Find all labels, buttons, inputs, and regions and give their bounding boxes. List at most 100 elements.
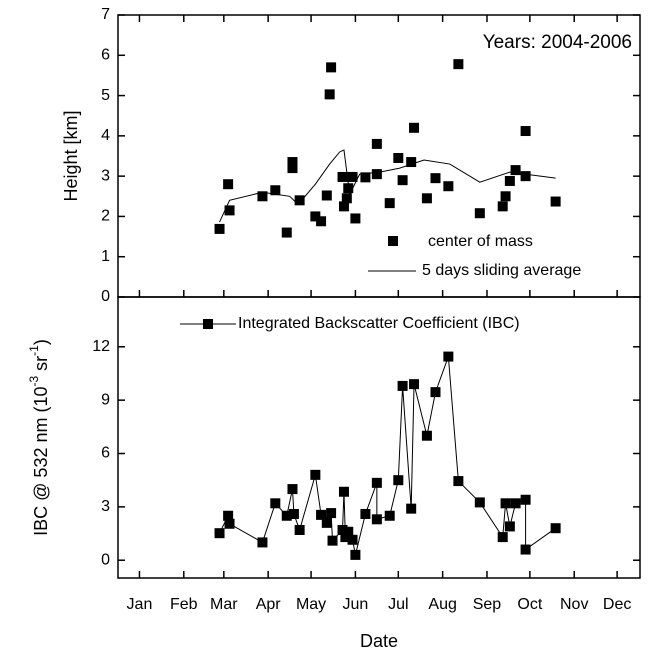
marker	[397, 380, 408, 391]
y-tick-label: 6	[101, 47, 110, 64]
marker	[281, 510, 292, 521]
marker	[223, 179, 234, 190]
marker	[327, 535, 338, 546]
annotation: Years: 2004-2006	[483, 32, 632, 53]
x-tick-label: Apr	[256, 596, 282, 613]
marker	[430, 387, 441, 398]
y-axis-label: Height [km]	[61, 110, 81, 201]
legend-marker	[388, 236, 398, 246]
marker	[443, 181, 454, 192]
marker	[406, 503, 417, 514]
marker	[338, 201, 349, 212]
marker	[343, 183, 354, 194]
marker	[294, 195, 305, 206]
marker	[474, 208, 485, 219]
marker	[337, 524, 348, 535]
y-tick-label: 5	[101, 87, 110, 104]
marker	[281, 227, 292, 238]
x-tick-label: Dec	[603, 596, 631, 613]
marker	[500, 498, 511, 509]
marker	[453, 476, 464, 487]
y-axis-label-part: sr	[31, 356, 51, 376]
ibc-line	[219, 356, 556, 555]
y-tick-label: 7	[101, 6, 110, 23]
marker	[347, 171, 358, 182]
marker	[223, 510, 234, 521]
y-axis-label-part: -3	[27, 376, 41, 387]
marker	[214, 223, 225, 234]
marker	[550, 523, 561, 534]
x-tick-label: May	[296, 596, 326, 613]
x-tick-label: Jan	[127, 596, 153, 613]
marker	[360, 508, 371, 519]
marker	[224, 518, 235, 529]
marker	[504, 521, 515, 532]
marker	[340, 532, 351, 543]
legend-label: Integrated Backscatter Coefficient (IBC)	[238, 315, 520, 332]
sliding-average-line	[219, 149, 556, 223]
marker	[510, 498, 521, 509]
marker	[324, 89, 335, 100]
marker	[321, 517, 332, 528]
marker	[316, 509, 327, 520]
y-axis-label-part: IBC @ 532 nm (10	[31, 387, 51, 536]
marker	[257, 537, 268, 548]
marker	[316, 216, 327, 227]
marker	[337, 171, 348, 182]
y-tick-label: 1	[101, 248, 110, 265]
x-axis-label: Date	[360, 631, 398, 651]
marker	[520, 544, 531, 555]
x-tick-label: Feb	[170, 596, 198, 613]
marker	[287, 157, 298, 168]
marker	[224, 205, 235, 216]
marker	[510, 165, 521, 176]
marker	[214, 528, 225, 539]
x-tick-label: Oct	[517, 596, 542, 613]
x-tick-label: Mar	[210, 596, 238, 613]
marker	[288, 508, 299, 519]
marker	[393, 475, 404, 486]
marker	[310, 211, 321, 222]
y-tick-label: 9	[101, 391, 110, 408]
x-tick-label: Aug	[428, 596, 456, 613]
y-tick-label: 6	[101, 445, 110, 462]
marker	[343, 526, 354, 537]
marker	[326, 62, 337, 73]
legend-label: 5 days sliding average	[422, 262, 581, 279]
marker	[310, 469, 321, 480]
marker	[421, 193, 432, 204]
marker	[397, 175, 408, 186]
marker	[371, 169, 382, 180]
y-tick-label: 0	[101, 551, 110, 568]
marker	[497, 532, 508, 543]
y-axis-label-part: )	[31, 339, 51, 345]
legend-marker	[203, 319, 213, 329]
marker	[350, 213, 361, 224]
marker	[430, 173, 441, 184]
marker	[371, 514, 382, 525]
marker	[443, 351, 454, 362]
marker	[326, 508, 337, 519]
y-tick-label: 2	[101, 208, 110, 225]
marker	[294, 524, 305, 535]
y-tick-label: 3	[101, 167, 110, 184]
marker	[474, 497, 485, 508]
marker	[360, 172, 371, 183]
marker	[504, 175, 515, 186]
marker	[371, 138, 382, 149]
marker	[520, 126, 531, 137]
marker	[384, 198, 395, 209]
marker	[520, 171, 531, 182]
x-tick-label: Jun	[343, 596, 369, 613]
y-tick-label: 0	[101, 288, 110, 305]
marker	[406, 157, 417, 168]
marker	[341, 193, 352, 204]
marker	[520, 494, 531, 505]
marker	[347, 534, 358, 545]
legend-label: center of mass	[428, 233, 533, 250]
x-tick-label: Sep	[473, 596, 502, 613]
marker	[384, 510, 395, 521]
y-tick-label: 3	[101, 498, 110, 515]
marker	[321, 190, 332, 201]
